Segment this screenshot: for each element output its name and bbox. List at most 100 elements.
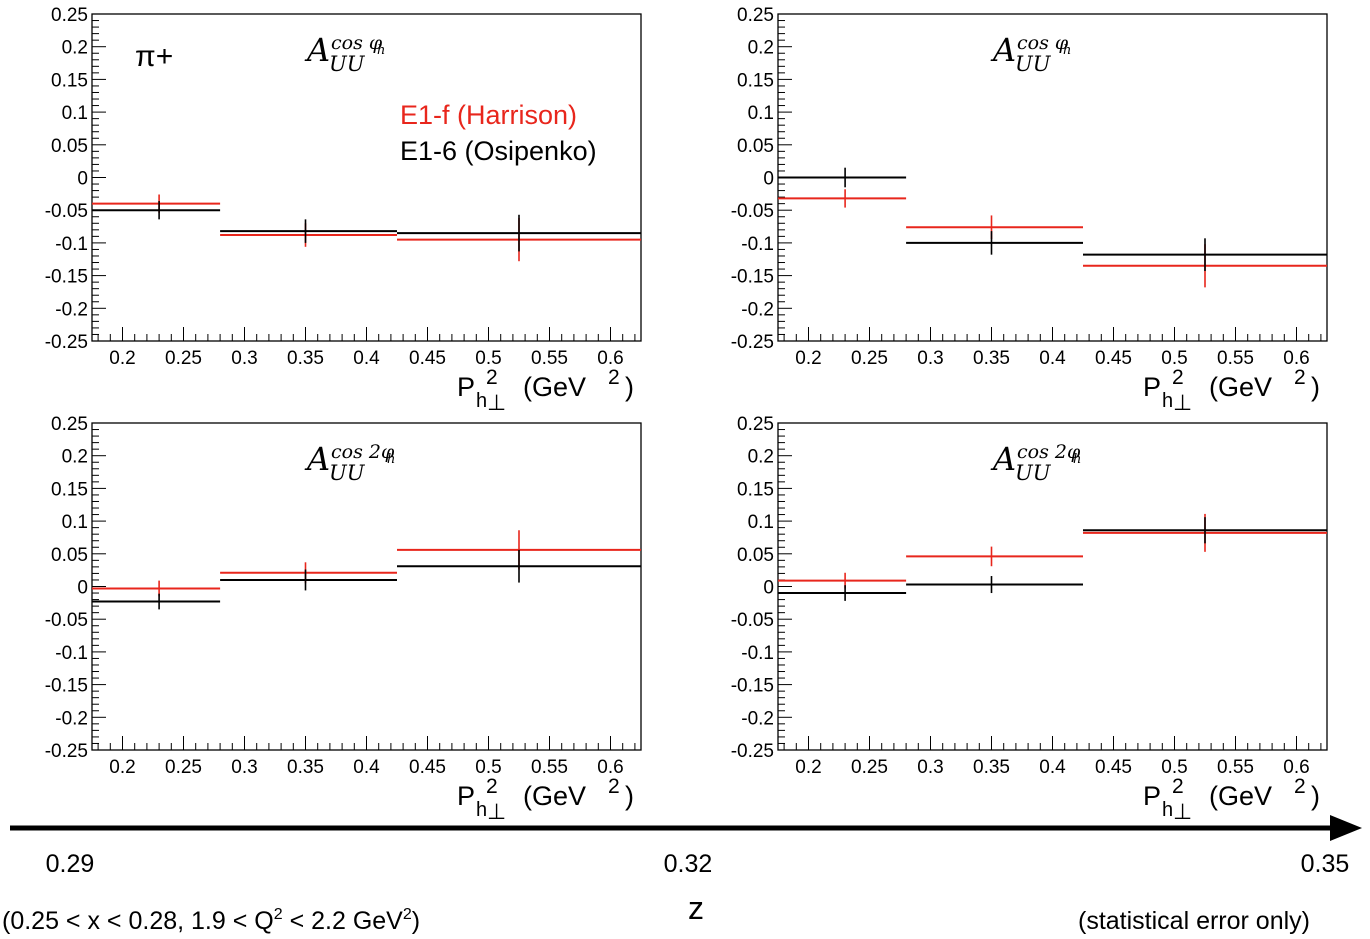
x-axis-label-perp: ⊥ bbox=[487, 390, 506, 415]
x-axis-label-p: P bbox=[457, 781, 475, 811]
y-tick-label: -0.25 bbox=[45, 741, 88, 762]
x-axis-label-h: h bbox=[1162, 799, 1173, 821]
panel-title-a: A bbox=[304, 31, 330, 69]
y-tick-label: 0 bbox=[77, 578, 88, 599]
y-tick-label: 0.05 bbox=[737, 545, 774, 566]
x-tick-label: 0.3 bbox=[231, 757, 257, 778]
x-axis-label-close: ) bbox=[1311, 372, 1320, 402]
plot-frame bbox=[91, 13, 642, 342]
panel-title-sup: cos φ bbox=[1017, 32, 1069, 54]
kinematics-note-sup1: 2 bbox=[274, 906, 283, 923]
x-tick-label: 0.25 bbox=[165, 757, 202, 778]
x-tick-label: 0.6 bbox=[1283, 348, 1309, 369]
y-tick-label: 0.1 bbox=[748, 103, 774, 124]
legend-entry-osipenko: E1-6 (Osipenko) bbox=[400, 136, 597, 166]
kinematics-note-sup2: 2 bbox=[403, 906, 412, 923]
x-axis-label-units-sup: 2 bbox=[608, 775, 620, 798]
x-tick-label: 0.4 bbox=[1039, 348, 1066, 369]
y-tick-label: 0.15 bbox=[737, 479, 774, 500]
error-note: (statistical error only) bbox=[1078, 907, 1310, 935]
x-axis-label-perp: ⊥ bbox=[1173, 390, 1192, 415]
y-tick-label: 0.1 bbox=[62, 512, 88, 533]
legend: E1-f (Harrison) E1-6 (Osipenko) bbox=[400, 100, 597, 166]
x-axis-label-close: ) bbox=[1311, 781, 1320, 811]
series-harrison bbox=[92, 194, 641, 262]
x-tick-label: 0.3 bbox=[231, 348, 257, 369]
panel-title-sup: cos 2φ bbox=[331, 441, 395, 463]
x-axis-label-close: ) bbox=[625, 781, 634, 811]
y-tick-label: -0.1 bbox=[741, 234, 774, 255]
x-axis-label-h: h bbox=[1162, 390, 1173, 412]
y-tick-label: 0 bbox=[763, 169, 774, 190]
x-tick-label: 0.3 bbox=[917, 348, 943, 369]
y-tick-label: 0.2 bbox=[748, 447, 774, 468]
x-axis-label-p: P bbox=[1143, 372, 1161, 402]
x-tick-label: 0.4 bbox=[353, 757, 380, 778]
panel-title-sup-sub: h bbox=[1073, 452, 1081, 467]
x-tick-label: 0.45 bbox=[1095, 757, 1132, 778]
z-axis-arrowhead bbox=[1330, 815, 1362, 841]
y-tick-label: -0.1 bbox=[55, 643, 88, 664]
x-axis-label-units-sup: 2 bbox=[608, 366, 620, 389]
y-tick-label: -0.05 bbox=[731, 201, 774, 222]
x-tick-label: 0.6 bbox=[1283, 757, 1309, 778]
y-tick-label: -0.15 bbox=[45, 267, 88, 288]
x-tick-label: 0.2 bbox=[795, 757, 821, 778]
x-tick-label: 0.35 bbox=[973, 757, 1010, 778]
x-axis-label-sup: 2 bbox=[1172, 366, 1184, 389]
y-tick-label: -0.15 bbox=[731, 267, 774, 288]
panel-title-sup-sub: h bbox=[387, 452, 395, 467]
z-axis: 0.29 0.32 0.35 z bbox=[10, 815, 1362, 926]
z-axis-label: z bbox=[688, 890, 704, 926]
plot-frame bbox=[91, 422, 642, 751]
panel-title-sub: UU bbox=[329, 461, 366, 485]
series-osipenko bbox=[778, 517, 1327, 601]
x-axis-label-perp: ⊥ bbox=[1173, 799, 1192, 824]
x-axis-label-sup: 2 bbox=[1172, 775, 1184, 798]
y-tick-label: 0.2 bbox=[62, 447, 88, 468]
kinematics-note-post: ) bbox=[412, 907, 420, 935]
x-tick-label: 0.4 bbox=[353, 348, 380, 369]
y-tick-label: -0.1 bbox=[55, 234, 88, 255]
y-tick-label: -0.25 bbox=[731, 741, 774, 762]
y-tick-label: -0.25 bbox=[45, 332, 88, 353]
panel-bottom-left: 0.25 0.2 0.15 0.1 0.05 0 -0.05 -0.1 -0.15 -0.2 -0.… bbox=[45, 414, 642, 824]
panel-title-sup-sub: h bbox=[377, 43, 385, 58]
x-axis-label-sup: 2 bbox=[486, 366, 498, 389]
y-tick-label: 0.05 bbox=[51, 545, 88, 566]
x-tick-label: 0.35 bbox=[287, 348, 324, 369]
x-tick-label: 0.3 bbox=[917, 757, 943, 778]
x-tick-label: 0.45 bbox=[409, 757, 446, 778]
series-osipenko bbox=[778, 167, 1327, 272]
x-tick-label: 0.2 bbox=[109, 757, 135, 778]
y-tick-label: -0.25 bbox=[731, 332, 774, 353]
series-harrison bbox=[92, 530, 641, 597]
plot-frame bbox=[777, 422, 1328, 751]
kinematics-note-mid: < 2.2 GeV bbox=[283, 907, 404, 935]
x-axis-label-close: ) bbox=[625, 372, 634, 402]
series-osipenko bbox=[92, 201, 641, 252]
z-tick-0.29: 0.29 bbox=[46, 850, 95, 878]
x-tick-label: 0.55 bbox=[1217, 348, 1254, 369]
x-axis-label-units-sup: 2 bbox=[1294, 775, 1306, 798]
particle-label: π+ bbox=[135, 40, 173, 73]
x-tick-label: 0.2 bbox=[109, 348, 135, 369]
z-tick-0.32: 0.32 bbox=[664, 850, 713, 878]
kinematics-note-pre: (0.25 < x < 0.28, 1.9 < Q bbox=[2, 907, 274, 935]
x-axis-label-units: (GeV bbox=[523, 372, 586, 402]
y-tick-label: -0.15 bbox=[731, 676, 774, 697]
y-tick-label: 0.15 bbox=[51, 479, 88, 500]
y-tick-label: 0.2 bbox=[62, 38, 88, 59]
y-tick-label: 0.05 bbox=[51, 136, 88, 157]
panel-title-sub: UU bbox=[1015, 461, 1052, 485]
y-tick-label: 0.1 bbox=[62, 103, 88, 124]
series-harrison bbox=[778, 189, 1327, 288]
y-tick-label: -0.05 bbox=[45, 610, 88, 631]
legend-entry-harrison: E1-f (Harrison) bbox=[400, 100, 577, 130]
x-tick-label: 0.25 bbox=[165, 348, 202, 369]
panel-title-sub: UU bbox=[329, 52, 366, 76]
x-tick-label: 0.55 bbox=[531, 348, 568, 369]
panel-title-a: A bbox=[990, 31, 1016, 69]
x-tick-label: 0.5 bbox=[1161, 348, 1187, 369]
y-tick-label: 0.15 bbox=[51, 70, 88, 91]
